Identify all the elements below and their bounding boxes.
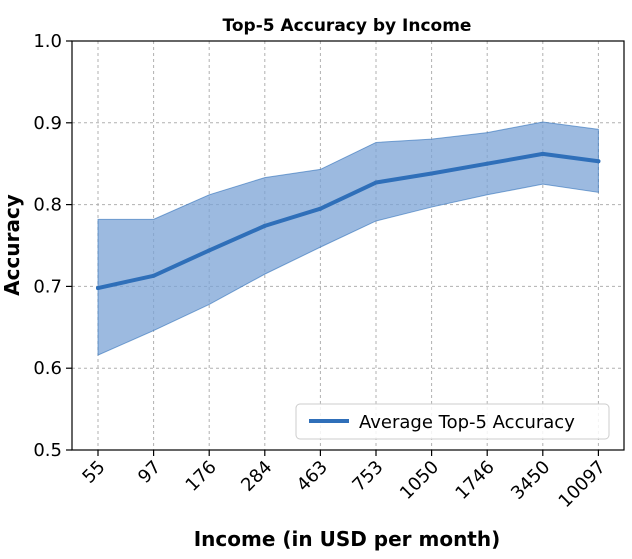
y-axis-label: Accuracy xyxy=(0,194,24,296)
y-tick-label: 0.9 xyxy=(33,113,62,134)
x-tick-label: 463 xyxy=(293,457,332,496)
y-tick-label: 0.7 xyxy=(33,276,62,297)
chart-title: Top-5 Accuracy by Income xyxy=(223,16,472,36)
x-tick-label: 1746 xyxy=(451,457,498,504)
x-tick-label: 55 xyxy=(78,457,109,488)
data-point xyxy=(262,223,267,228)
legend-label: Average Top-5 Accuracy xyxy=(359,412,575,433)
data-point xyxy=(540,151,545,156)
x-tick-label: 10097 xyxy=(555,457,610,512)
x-axis-label: Income (in USD per month) xyxy=(194,527,501,551)
legend: Average Top-5 Accuracy xyxy=(295,403,610,440)
data-point xyxy=(429,171,434,176)
y-tick-label: 0.8 xyxy=(33,195,62,216)
y-tick-label: 0.5 xyxy=(33,440,62,461)
data-point xyxy=(207,248,212,253)
series-line xyxy=(96,151,601,291)
confidence-band xyxy=(97,121,599,356)
data-point xyxy=(596,159,601,164)
plot-frame xyxy=(71,40,625,451)
x-tick-label: 97 xyxy=(134,457,165,488)
data-point xyxy=(374,180,378,185)
legend-box xyxy=(295,403,610,440)
data-point xyxy=(96,286,100,291)
data-point xyxy=(318,206,323,211)
confidence-band-layer xyxy=(97,121,599,356)
x-tick-label: 3450 xyxy=(507,457,554,504)
data-point xyxy=(485,161,490,166)
y-tick-label: 0.6 xyxy=(33,358,62,379)
x-tick-label: 1050 xyxy=(396,457,443,504)
series-line-layer xyxy=(96,151,601,291)
y-axis-ticks: 0.5 0.6 0.7 0.8 0.9 1.0 xyxy=(33,31,72,461)
x-tick-label: 284 xyxy=(237,457,276,496)
y-tick-label: 1.0 xyxy=(33,31,62,52)
x-tick-label: 753 xyxy=(348,457,387,496)
x-tick-label: 176 xyxy=(182,457,221,496)
data-point xyxy=(151,273,156,278)
x-axis-ticks: 55 97 176 284 463 753 1050 1746 3450 10097 xyxy=(78,450,610,512)
